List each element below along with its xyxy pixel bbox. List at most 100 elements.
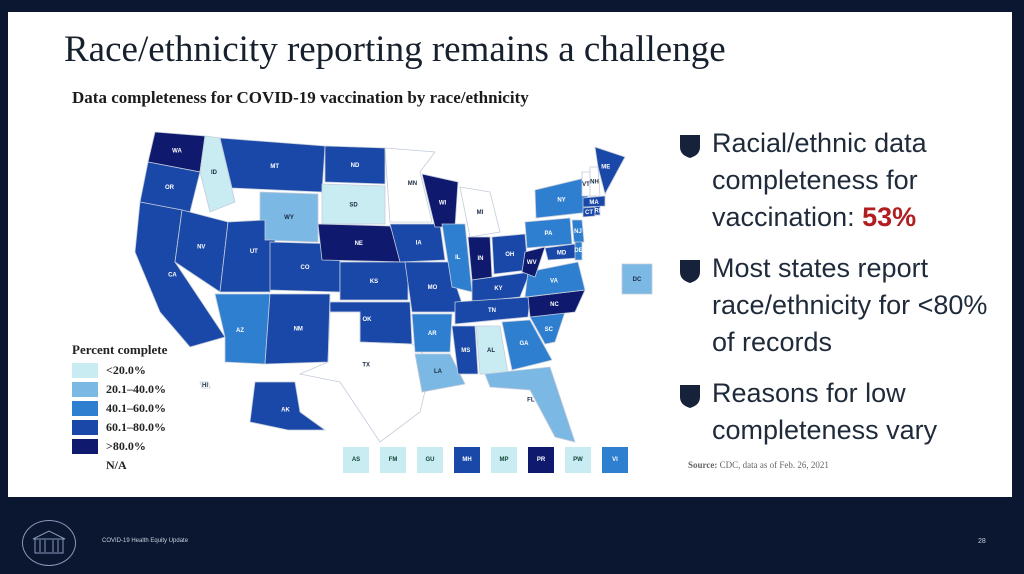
legend-swatch [72, 458, 98, 473]
state-label-co: CO [301, 265, 310, 271]
legend-swatch [72, 382, 98, 397]
state-nj [571, 219, 585, 243]
key-points: Racial/ethnic data completeness for vacc… [676, 125, 996, 463]
state-label-wa: WA [172, 149, 182, 155]
state-id [199, 135, 236, 213]
territory-gu: GU [417, 447, 443, 473]
territory-pr: PR [528, 447, 554, 473]
legend-item: <20.0% [72, 361, 167, 380]
completeness-percent: 53% [862, 202, 917, 232]
state-label-or: OR [165, 185, 175, 191]
legend-swatch [72, 363, 98, 378]
state-ky [471, 271, 531, 303]
white-house-seal-icon [22, 520, 76, 566]
state-label-hi: HI [202, 383, 208, 389]
state-label-az: AZ [236, 328, 244, 334]
state-label-al: AL [487, 348, 495, 354]
legend-swatch [72, 439, 98, 454]
state-label-mi: MI [477, 210, 484, 216]
legend-label: <20.0% [106, 363, 146, 377]
state-label-va: VA [550, 278, 559, 284]
state-fl [484, 366, 576, 443]
state-hi [199, 381, 211, 389]
state-label-de: DE [574, 248, 582, 254]
state-la [414, 353, 466, 393]
legend-title: Percent complete [72, 342, 168, 357]
state-label-ar: AR [428, 331, 437, 337]
state-label-ks: KS [370, 279, 378, 285]
state-label-la: LA [434, 369, 443, 375]
legend-swatch [72, 401, 98, 416]
state-label-nv: NV [197, 245, 205, 251]
state-label-ak: AK [281, 408, 290, 414]
legend-swatch [72, 420, 98, 435]
legend-label: 20.1–40.0% [106, 382, 166, 396]
state-ar [411, 313, 453, 353]
state-label-in: IN [478, 256, 484, 262]
state-label-vt: VT [582, 182, 590, 188]
state-label-nm: NM [294, 327, 303, 333]
state-ak [249, 381, 327, 431]
state-label-pa: PA [545, 231, 554, 237]
state-label-mn: MN [408, 181, 417, 187]
state-label-mo: MO [428, 285, 438, 291]
state-label-ne: NE [355, 241, 363, 247]
legend-label: >80.0% [106, 439, 146, 453]
state-label-ct: CT [585, 210, 593, 216]
legend: Percent complete <20.0% 20.1–40.0% 40.1–60… [72, 342, 167, 475]
state-label-ms: MS [461, 348, 470, 354]
state-va [524, 261, 586, 298]
legend-item: 20.1–40.0% [72, 380, 167, 399]
state-label-me: ME [601, 164, 610, 170]
state-nd [324, 145, 386, 185]
territory-fm: FM [380, 447, 406, 473]
footer-title: COVID-19 Health Equity Update [102, 538, 189, 544]
state-me [594, 146, 626, 196]
bullet-text: Racial/ethnic data completeness for vacc… [712, 128, 927, 232]
state-label-ca: CA [168, 273, 177, 279]
state-label-id: ID [211, 170, 218, 176]
page-number: 28 [978, 538, 986, 545]
state-wv [521, 246, 546, 278]
territory-as: AS [343, 447, 369, 473]
source-note: Source: CDC, data as of Feb. 26, 2021 [688, 460, 829, 470]
state-ut [219, 219, 276, 293]
state-ms [451, 325, 479, 375]
state-label-il: IL [455, 255, 461, 261]
state-az [214, 293, 271, 365]
state-ks [339, 261, 409, 301]
bullet-most-states: Most states report race/ethnicity for <8… [676, 250, 996, 361]
state-label-ny: NY [557, 198, 565, 204]
legend-item: >80.0% [72, 437, 167, 456]
state-label-ga: GA [520, 341, 530, 347]
state-label-wy: WY [284, 215, 294, 221]
state-label-nj: NJ [574, 229, 582, 235]
legend-label: 60.1–80.0% [106, 420, 166, 434]
slide-title: Race/ethnicity reporting remains a chall… [64, 29, 726, 70]
footer-bar [0, 500, 1024, 574]
bullet-text: Reasons for low completeness vary [712, 378, 938, 445]
state-label-sc: SC [545, 327, 554, 333]
state-label-nh: NH [590, 180, 599, 186]
territory-vi: VI [602, 447, 628, 473]
legend-item: N/A [72, 456, 167, 475]
state-label-ok: OK [363, 317, 373, 323]
state-tn [454, 296, 531, 325]
state-tx [298, 311, 433, 443]
state-label-wv: WV [527, 260, 537, 266]
bullet-completeness: Racial/ethnic data completeness for vacc… [676, 125, 996, 236]
state-ga [501, 319, 553, 371]
shield-icon [680, 260, 700, 283]
state-label-tx: TX [362, 362, 370, 368]
bullet-text: Most states report race/ethnicity for <8… [712, 253, 988, 357]
state-ct [582, 206, 596, 218]
state-dc [621, 263, 653, 295]
state-label-oh: OH [505, 252, 514, 258]
state-label-md: MD [557, 251, 567, 257]
state-label-ma: MA [589, 200, 599, 206]
legend-item: 40.1–60.0% [72, 399, 167, 418]
state-mn [384, 147, 436, 223]
source-label: Source: [688, 460, 718, 470]
territory-mh: MH [454, 447, 480, 473]
state-label-tn: TN [488, 308, 496, 314]
